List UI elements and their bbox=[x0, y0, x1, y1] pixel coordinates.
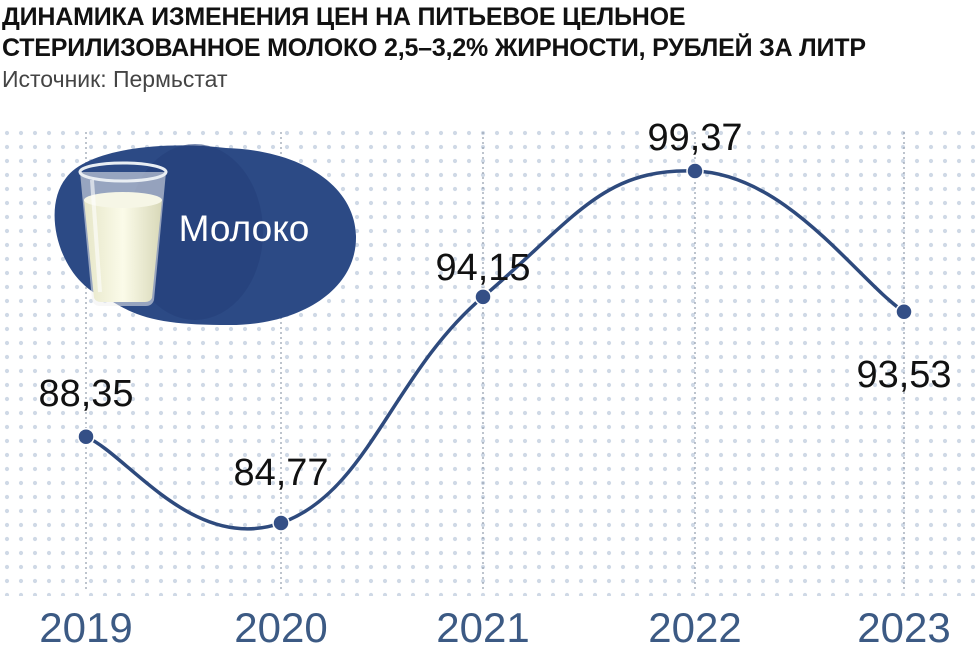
data-markers bbox=[77, 162, 913, 532]
data-labels: 88,35 84,77 94,15 99,37 93,53 bbox=[38, 117, 951, 494]
milk-glass-icon bbox=[78, 161, 168, 306]
x-tick-label-2020: 2020 bbox=[234, 604, 327, 651]
chart-title: ДИНАМИКА ИЗМЕНЕНИЯ ЦЕН НА ПИТЬЕВОЕ ЦЕЛЬН… bbox=[2, 2, 972, 64]
data-point-2020 bbox=[272, 514, 290, 532]
chart-title-line-2: СТЕРИЛИЗОВАННОЕ МОЛОКО 2,5–3,2% ЖИРНОСТИ… bbox=[2, 34, 866, 62]
milk-label: Молоко bbox=[179, 208, 310, 249]
data-label-2020: 84,77 bbox=[233, 452, 328, 494]
data-point-2019 bbox=[77, 427, 95, 446]
x-axis-labels: 2019 2020 2021 2022 2023 bbox=[39, 604, 950, 651]
data-label-2022: 99,37 bbox=[647, 117, 742, 159]
chart-title-line-1: ДИНАМИКА ИЗМЕНЕНИЯ ЦЕН НА ПИТЬЕВОЕ ЦЕЛЬН… bbox=[2, 3, 686, 31]
data-point-2022 bbox=[686, 162, 704, 180]
x-tick-label-2023: 2023 bbox=[857, 604, 950, 651]
x-tick-label-2019: 2019 bbox=[39, 604, 132, 651]
chart-source: Источник: Пермьстат bbox=[2, 66, 228, 92]
x-tick-label-2022: 2022 bbox=[648, 604, 741, 651]
data-label-2019: 88,35 bbox=[38, 373, 133, 415]
x-tick-label-2021: 2021 bbox=[436, 604, 529, 651]
data-point-2021 bbox=[474, 288, 492, 306]
data-point-2023 bbox=[895, 303, 913, 321]
data-label-2021: 94,15 bbox=[435, 247, 530, 289]
data-label-2023: 93,53 bbox=[856, 354, 951, 396]
milk-illustration: Молоко bbox=[54, 144, 357, 325]
